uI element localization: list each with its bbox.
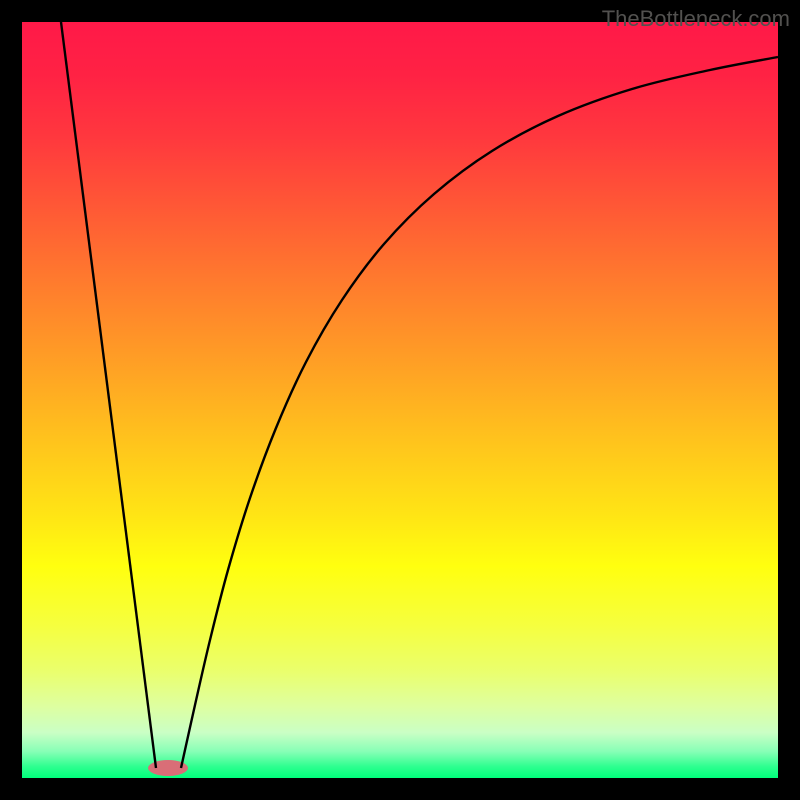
chart-svg: [0, 0, 800, 800]
chart-container: TheBottleneck.com: [0, 0, 800, 800]
chart-background-gradient: [22, 22, 778, 778]
